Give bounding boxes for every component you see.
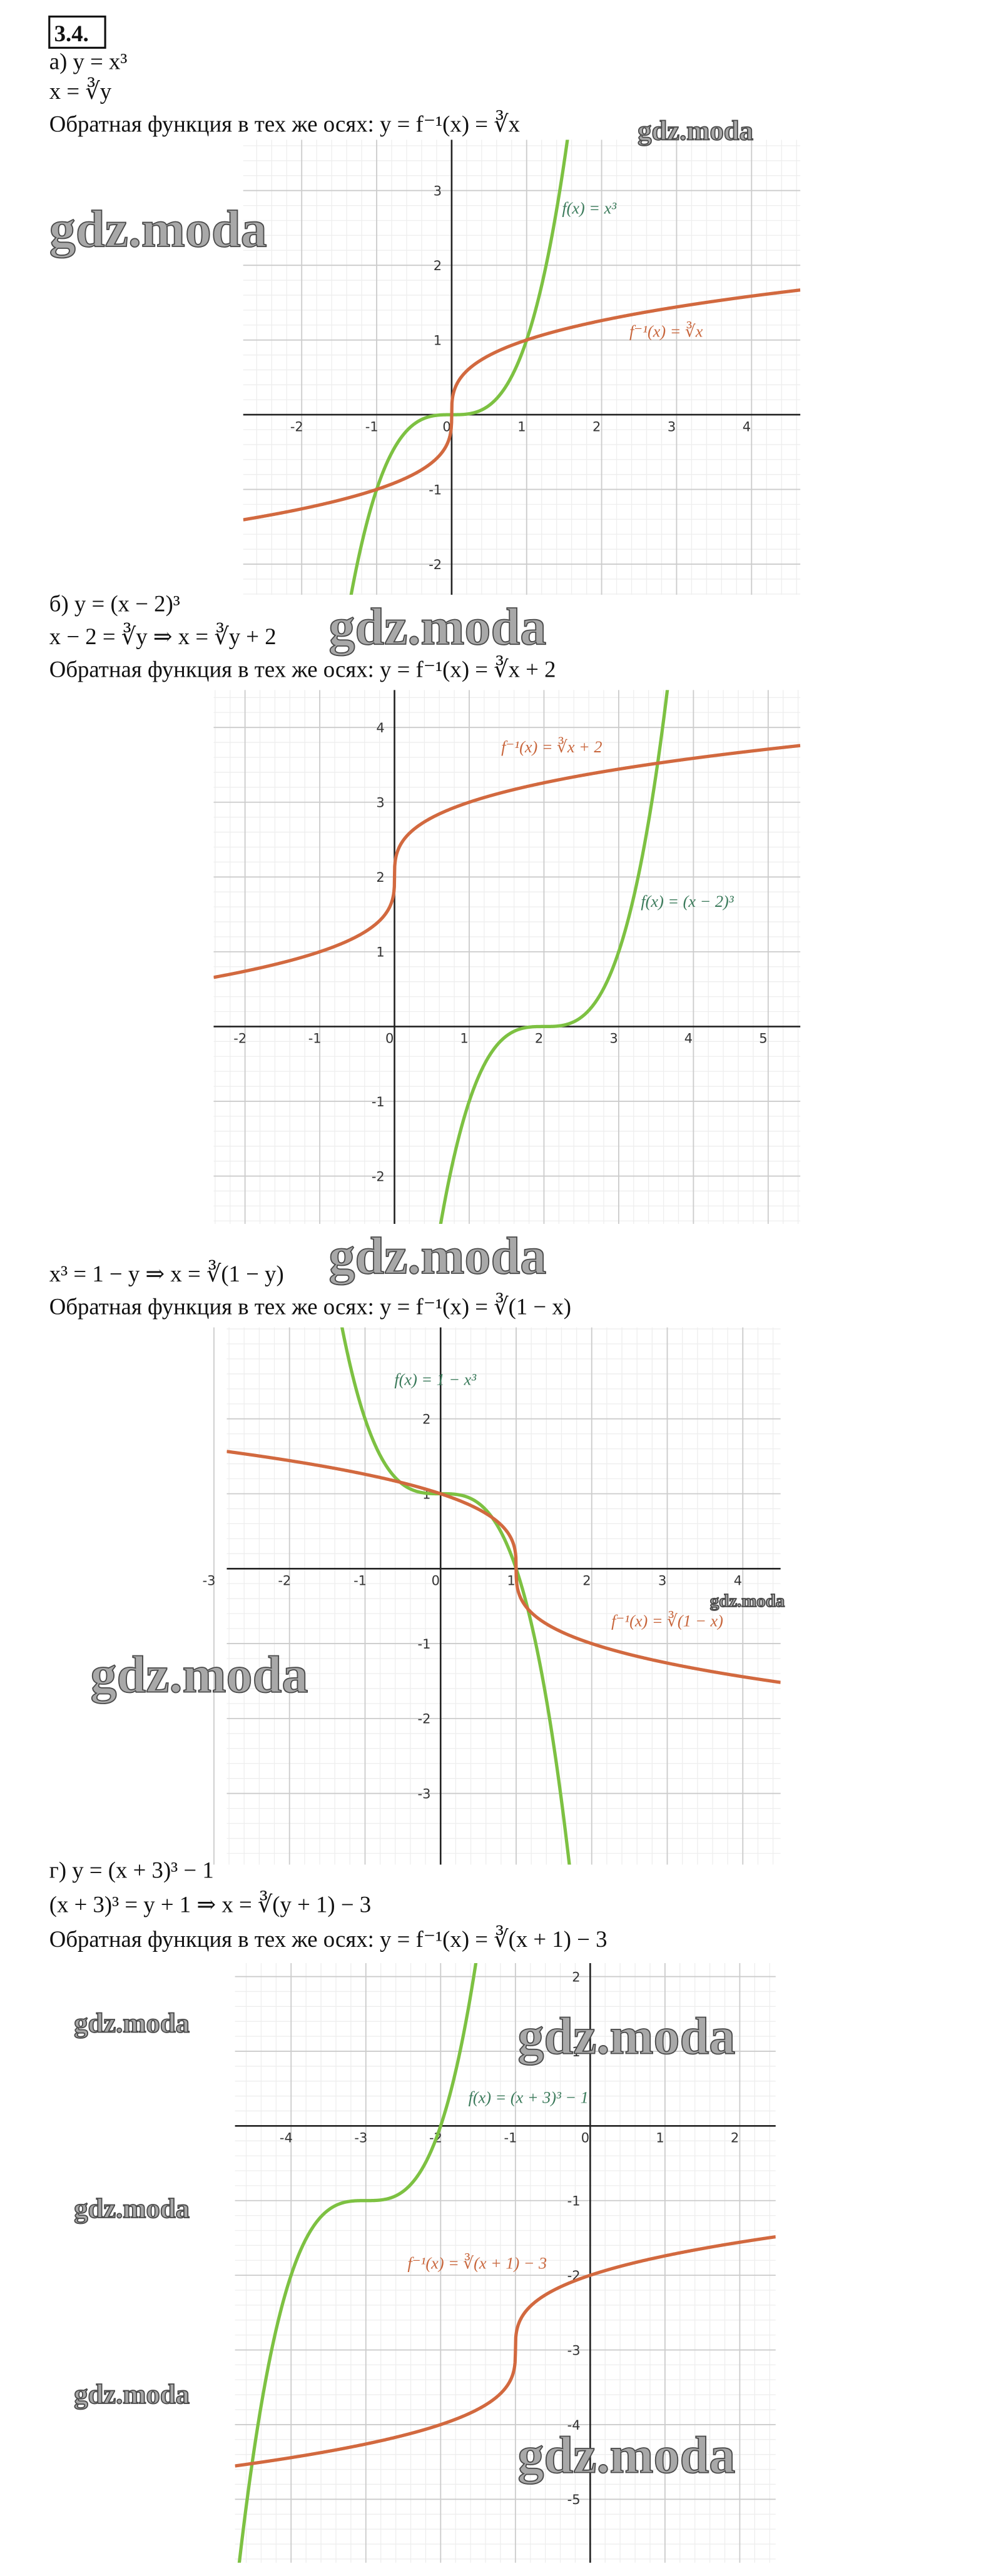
y-tick-label: -2 xyxy=(418,1711,431,1727)
watermark: gdz.moda xyxy=(49,200,267,258)
function-curve xyxy=(349,139,569,595)
y-tick-label: 1 xyxy=(572,2044,580,2059)
x-tick-label: 3 xyxy=(609,1031,618,1046)
text-line: б) y = (x − 2)³ xyxy=(49,590,180,616)
y-tick-label: -5 xyxy=(567,2492,581,2507)
function-curve xyxy=(235,2235,776,2468)
x-tick-label: -2 xyxy=(290,418,303,434)
text-line: x − 2 = ∛y ⇒ x = ∛y + 2 xyxy=(49,622,277,649)
watermark: gdz.moda xyxy=(638,114,753,146)
y-tick-label: -2 xyxy=(429,557,442,572)
y-tick-label: -3 xyxy=(418,1786,431,1802)
x-tick-label: 3 xyxy=(668,418,676,434)
x-tick-label: 2 xyxy=(535,1031,543,1046)
x-tick-label: 4 xyxy=(684,1031,693,1046)
curve-label: f(x) = (x + 3)³ − 1 xyxy=(469,2088,589,2106)
x-tick-label: -1 xyxy=(353,1573,367,1589)
y-tick-label: -1 xyxy=(418,1636,431,1652)
x-tick-label: 3 xyxy=(658,1573,666,1589)
y-tick-label: 3 xyxy=(376,795,384,811)
x-tick-label: -4 xyxy=(280,2130,293,2146)
text-line: (x + 3)³ = y + 1 ⇒ x = ∛(y + 1) − 3 xyxy=(49,1891,371,1917)
x-tick-label: 1 xyxy=(517,418,526,434)
x-tick-label: 0 xyxy=(385,1031,394,1046)
x-tick-label: 2 xyxy=(592,418,601,434)
curve-label: f(x) = (x − 2)³ xyxy=(641,892,734,911)
text-line: x = ∛y xyxy=(49,77,112,104)
curve-label: f(x) = x³ xyxy=(562,200,617,218)
graph: -2 -1 0 1 2 3 4 -2 -1 1 2 3 f(x) = x³ f⁻¹(x) = ∛x xyxy=(243,139,801,595)
x-tick-label: -3 xyxy=(203,1573,216,1589)
x-tick-label: 4 xyxy=(743,418,751,434)
text-line: г) y = (x + 3)³ − 1 xyxy=(49,1857,214,1882)
y-tick-label: -1 xyxy=(429,482,442,497)
y-tick-label: 2 xyxy=(376,869,384,885)
header-box xyxy=(48,15,106,49)
text-line: Обратная функция в тех же осях: y = f⁻¹(… xyxy=(49,655,556,682)
watermark: gdz.moda xyxy=(328,1227,546,1285)
x-tick-label: -1 xyxy=(308,1031,322,1046)
x-tick-label: 0 xyxy=(442,418,450,434)
x-tick-label: 1 xyxy=(656,2130,664,2146)
curve-label: f(x) = 1 − x³ xyxy=(394,1370,477,1388)
watermark: gdz.moda xyxy=(74,2007,190,2038)
text-line: Обратная функция в тех же осях: y = f⁻¹(… xyxy=(49,1925,607,1952)
x-tick-label: 1 xyxy=(507,1573,515,1589)
y-tick-label: 2 xyxy=(572,1969,580,1984)
text-line: а) y = x³ xyxy=(49,49,128,74)
y-tick-label: 1 xyxy=(376,944,384,960)
x-tick-label: -2 xyxy=(233,1031,246,1046)
function-curve xyxy=(226,1450,781,1684)
function-curve xyxy=(237,1963,478,2563)
function-curve xyxy=(243,288,801,522)
function-curve xyxy=(439,690,669,1225)
y-tick-label: 2 xyxy=(434,258,442,273)
watermark: gdz.moda xyxy=(710,1591,785,1611)
curve-label: f⁻¹(x) = ∛x xyxy=(629,321,703,341)
x-tick-label: 0 xyxy=(581,2130,589,2146)
x-tick-label: -3 xyxy=(354,2130,367,2146)
watermark: gdz.moda xyxy=(74,2193,190,2224)
text-line: Обратная функция в тех же осях: y = f⁻¹(… xyxy=(49,109,520,136)
y-tick-label: -1 xyxy=(372,1094,385,1109)
curve-label: f⁻¹(x) = ∛(x + 1) − 3 xyxy=(407,2253,547,2273)
text-line: x³ = 1 − y ⇒ x = ∛(1 − y) xyxy=(49,1260,284,1286)
function-curve xyxy=(340,1327,571,1865)
curve-label: f⁻¹(x) = ∛(1 − x) xyxy=(611,1611,723,1630)
y-tick-label: -4 xyxy=(567,2417,581,2433)
watermark: gdz.moda xyxy=(90,1646,308,1704)
y-tick-label: -2 xyxy=(372,1168,385,1184)
header: 3.4. xyxy=(54,21,89,46)
x-tick-label: -2 xyxy=(278,1573,291,1589)
watermark: gdz.moda xyxy=(517,2426,735,2484)
y-tick-label: -1 xyxy=(567,2193,581,2209)
x-tick-label: -1 xyxy=(504,2130,517,2146)
watermark: gdz.moda xyxy=(328,598,546,656)
y-tick-label: -3 xyxy=(567,2342,581,2358)
text-line: Обратная функция в тех же осях: y = f⁻¹(… xyxy=(49,1293,571,1320)
function-curve xyxy=(213,744,801,979)
y-tick-label: 2 xyxy=(422,1412,430,1427)
x-tick-label: 4 xyxy=(734,1573,742,1589)
x-tick-label: 5 xyxy=(759,1031,767,1046)
watermark: gdz.moda xyxy=(517,2008,735,2066)
y-tick-label: 4 xyxy=(376,720,384,735)
curve-label: f⁻¹(x) = ∛x + 2 xyxy=(501,737,602,756)
watermark: gdz.moda xyxy=(74,2378,190,2410)
y-tick-label: 3 xyxy=(434,183,442,199)
x-tick-label: 2 xyxy=(731,2130,739,2146)
x-tick-label: -1 xyxy=(365,418,379,434)
x-tick-label: 0 xyxy=(432,1573,440,1589)
graph: -2 -1 0 1 2 3 4 5 -2 -1 1 2 3 4 f⁻¹(x) = ∛x + 2 f(x) = … xyxy=(213,690,801,1225)
y-tick-label: 1 xyxy=(434,333,442,348)
x-tick-label: 2 xyxy=(582,1573,591,1589)
x-tick-label: 1 xyxy=(460,1031,468,1046)
